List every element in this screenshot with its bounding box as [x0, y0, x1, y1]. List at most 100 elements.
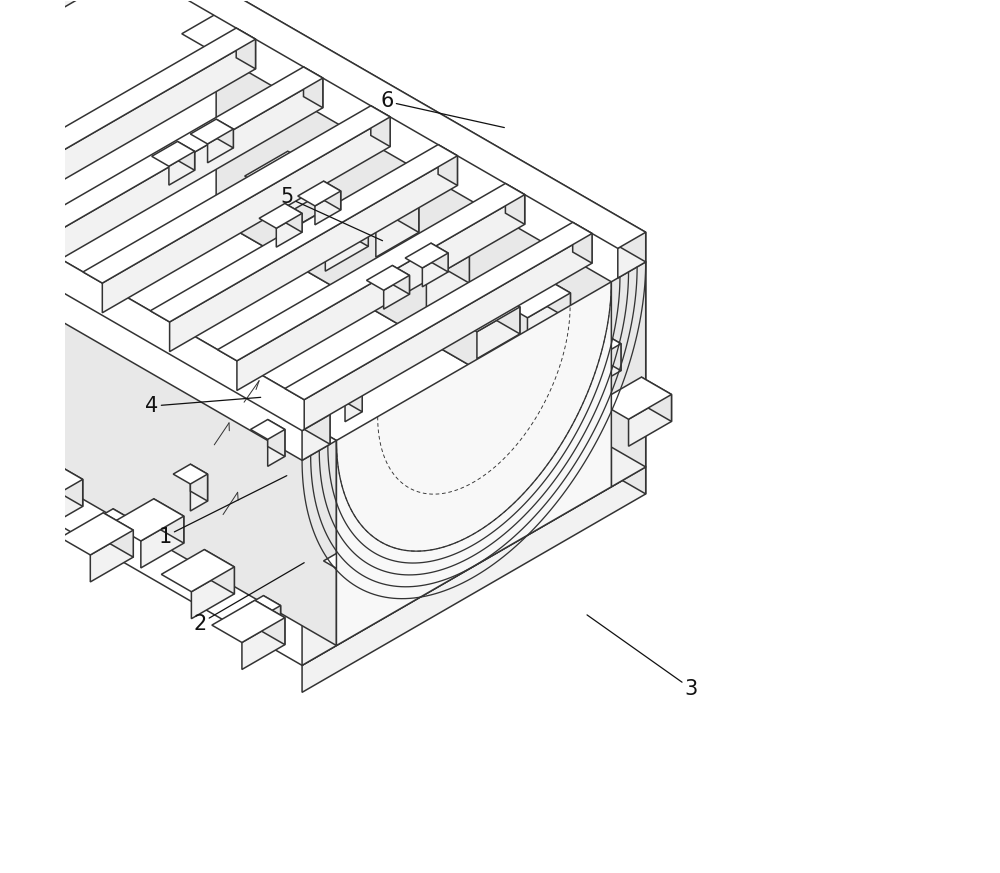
Polygon shape: [111, 498, 184, 541]
Polygon shape: [405, 244, 448, 268]
Polygon shape: [102, 117, 390, 313]
Polygon shape: [173, 464, 208, 484]
Polygon shape: [389, 188, 419, 232]
Polygon shape: [376, 205, 419, 258]
Polygon shape: [150, 145, 457, 322]
Text: 1: 1: [158, 476, 287, 546]
Polygon shape: [478, 462, 513, 482]
Polygon shape: [0, 411, 32, 453]
Polygon shape: [285, 203, 302, 232]
Polygon shape: [16, 67, 323, 244]
Polygon shape: [0, 28, 256, 205]
Polygon shape: [182, 14, 646, 282]
Polygon shape: [0, 167, 330, 430]
Polygon shape: [0, 192, 336, 645]
Polygon shape: [216, 14, 646, 467]
Polygon shape: [324, 551, 358, 571]
Text: 3: 3: [587, 615, 698, 699]
Polygon shape: [396, 239, 469, 281]
Polygon shape: [188, 0, 646, 249]
Polygon shape: [573, 223, 592, 263]
Polygon shape: [422, 253, 448, 287]
Polygon shape: [242, 618, 285, 670]
Polygon shape: [325, 219, 368, 272]
Polygon shape: [490, 290, 520, 333]
Text: 5: 5: [280, 187, 383, 241]
Polygon shape: [0, 167, 330, 444]
Polygon shape: [302, 441, 336, 665]
Polygon shape: [548, 327, 621, 368]
Polygon shape: [204, 550, 234, 594]
Polygon shape: [190, 464, 208, 501]
Polygon shape: [90, 530, 133, 582]
Polygon shape: [154, 498, 184, 543]
Polygon shape: [611, 262, 646, 487]
Polygon shape: [431, 244, 448, 272]
Polygon shape: [0, 0, 81, 40]
Polygon shape: [113, 509, 130, 546]
Polygon shape: [53, 462, 83, 506]
Polygon shape: [598, 377, 671, 419]
Polygon shape: [345, 385, 362, 422]
Polygon shape: [259, 203, 302, 228]
Polygon shape: [191, 567, 234, 619]
Polygon shape: [60, 512, 133, 555]
Polygon shape: [328, 375, 362, 395]
Polygon shape: [345, 375, 362, 412]
Polygon shape: [208, 129, 233, 163]
Polygon shape: [303, 67, 323, 107]
Polygon shape: [245, 151, 318, 194]
Polygon shape: [216, 119, 233, 148]
Polygon shape: [288, 151, 318, 196]
Polygon shape: [218, 183, 525, 361]
Polygon shape: [263, 595, 281, 633]
Polygon shape: [439, 239, 469, 283]
Polygon shape: [285, 223, 592, 400]
Polygon shape: [497, 276, 570, 318]
Polygon shape: [83, 106, 390, 283]
Polygon shape: [392, 265, 409, 294]
Polygon shape: [103, 512, 133, 557]
Polygon shape: [0, 0, 145, 47]
Polygon shape: [298, 181, 341, 206]
Polygon shape: [10, 462, 83, 505]
Polygon shape: [401, 506, 435, 526]
Polygon shape: [426, 256, 469, 308]
Polygon shape: [0, 0, 210, 85]
Polygon shape: [418, 516, 435, 553]
Polygon shape: [152, 141, 195, 166]
Polygon shape: [302, 467, 646, 692]
Polygon shape: [0, 219, 646, 665]
Polygon shape: [540, 276, 570, 320]
Polygon shape: [295, 202, 368, 244]
Polygon shape: [212, 601, 285, 643]
Text: 4: 4: [145, 396, 261, 416]
Polygon shape: [216, 219, 646, 494]
Polygon shape: [578, 344, 621, 395]
Polygon shape: [641, 377, 671, 422]
Polygon shape: [495, 462, 513, 498]
Polygon shape: [304, 233, 592, 430]
Polygon shape: [216, 0, 646, 262]
Polygon shape: [177, 141, 195, 170]
Polygon shape: [141, 516, 184, 568]
Polygon shape: [302, 415, 330, 460]
Polygon shape: [447, 290, 520, 332]
Polygon shape: [276, 213, 302, 247]
Polygon shape: [0, 0, 16, 3]
Polygon shape: [384, 275, 409, 309]
Polygon shape: [113, 519, 130, 555]
Polygon shape: [438, 145, 457, 185]
Polygon shape: [336, 282, 611, 645]
Polygon shape: [0, 39, 256, 235]
Polygon shape: [190, 119, 233, 144]
Polygon shape: [268, 420, 285, 457]
Polygon shape: [161, 550, 234, 592]
Polygon shape: [0, 429, 32, 480]
Polygon shape: [367, 265, 409, 290]
Polygon shape: [371, 106, 390, 147]
Polygon shape: [0, 0, 81, 10]
Polygon shape: [169, 151, 195, 185]
Polygon shape: [418, 506, 435, 543]
Polygon shape: [236, 28, 256, 69]
